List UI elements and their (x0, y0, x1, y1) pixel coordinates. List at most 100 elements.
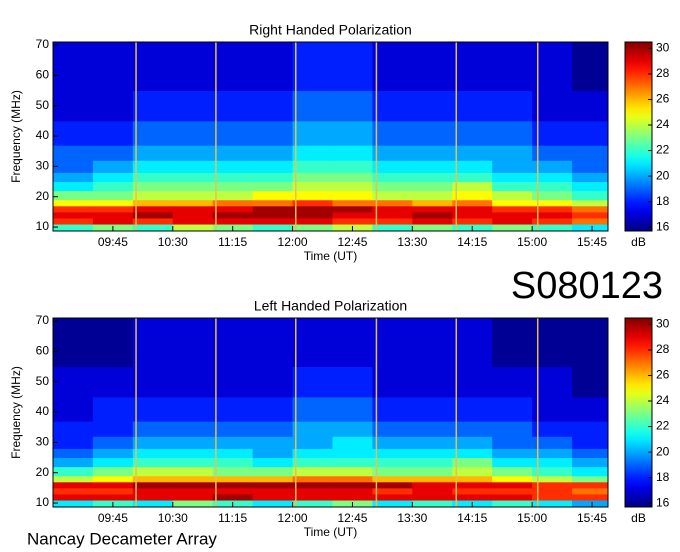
heatmap-cell (452, 42, 493, 92)
heatmap-cell (292, 181, 333, 192)
heatmap-cell (92, 211, 134, 219)
heatmap-cell (412, 160, 453, 173)
heatmap-cell (452, 493, 493, 501)
heatmap-cell (532, 436, 573, 449)
heatmap-cell (212, 396, 254, 422)
heatmap-cell (532, 205, 573, 213)
colorbar-tick-label: 16 (656, 219, 670, 233)
heatmap-cell (53, 318, 94, 368)
heatmap-cell (252, 396, 294, 422)
heatmap-cell (212, 487, 254, 495)
y-tick-label: 20 (36, 465, 50, 479)
heatmap-cell (252, 90, 294, 122)
heatmap-cell (292, 457, 333, 468)
heatmap-cell (132, 217, 174, 225)
heatmap-cell (492, 217, 533, 225)
colorbar-label: dB (631, 235, 646, 249)
heatmap-cell (292, 224, 333, 232)
heatmap-cell (452, 457, 493, 468)
heatmap-cell (572, 448, 609, 459)
heatmap-cell (572, 436, 609, 449)
heatmap-cell (412, 199, 453, 207)
x-tick-label: 10:30 (158, 511, 188, 525)
heatmap-cell (572, 224, 609, 232)
heatmap-cell (372, 500, 413, 508)
heatmap-cell (572, 90, 609, 122)
heatmap-cell (492, 500, 533, 508)
heatmap-cell (532, 475, 573, 483)
x-tick-label: 14:15 (457, 235, 487, 249)
heatmap-cell (292, 500, 333, 508)
heatmap-cell (452, 366, 493, 398)
x-tick-label: 11:15 (218, 511, 247, 525)
y-tick-label: 30 (36, 159, 50, 173)
heatmap-cell (572, 199, 609, 207)
heatmap-cell (452, 487, 493, 495)
heatmap-cell (172, 436, 214, 449)
heatmap-cell (572, 211, 609, 219)
heatmap-cell (452, 120, 493, 146)
heatmap-cell (372, 366, 413, 398)
heatmap-cell (372, 224, 413, 232)
colorbar-tick-label: 22 (656, 143, 670, 157)
heatmap-cell (92, 396, 134, 422)
heatmap-cell (412, 190, 453, 201)
heatmap-cell (492, 436, 533, 449)
heatmap-cell (172, 366, 214, 398)
heatmap-cell (332, 181, 373, 192)
y-tick-label: 70 (36, 313, 50, 327)
heatmap-cell (132, 396, 174, 422)
heatmap-cell (212, 436, 254, 449)
heatmap-cell (332, 457, 373, 468)
heatmap-cell (492, 481, 533, 489)
heatmap-cell (492, 145, 533, 161)
heatmap-cell (372, 396, 413, 422)
heatmap-cell (53, 500, 94, 508)
heatmap-cell (172, 160, 214, 173)
heatmap-cell (372, 211, 413, 219)
heatmap-cell (412, 366, 453, 398)
y-tick-label: 30 (36, 435, 50, 449)
heatmap-cell (252, 224, 294, 232)
heatmap-cell (53, 199, 94, 207)
heatmap-cell (372, 181, 413, 192)
heatmap-cell (292, 217, 333, 225)
heatmap-cell (372, 120, 413, 146)
heatmap-cell (372, 475, 413, 483)
heatmap-cell (132, 436, 174, 449)
y-tick-label: 40 (36, 404, 50, 418)
x-tick-label: 10:30 (158, 235, 188, 249)
heatmap-cell (452, 421, 493, 437)
heatmap-cell (412, 448, 453, 459)
heatmap-cell (92, 436, 134, 449)
x-tick-label: 09:45 (98, 235, 128, 249)
station-label: Nancay Decameter Array (27, 529, 217, 548)
heatmap-cell (492, 448, 533, 459)
heatmap-cell (92, 366, 134, 398)
heatmap-cell (532, 90, 573, 122)
x-tick-label: 13:30 (397, 511, 427, 525)
heatmap-cell (532, 160, 573, 173)
heatmap-cell (92, 457, 134, 468)
heatmap-cell (53, 120, 94, 146)
heatmap-cell (132, 42, 174, 92)
heatmap-cell (332, 481, 373, 489)
heatmap-cell (332, 448, 373, 459)
heatmap-cell (532, 396, 573, 422)
heatmap-cell (412, 475, 453, 483)
heatmap-cell (252, 160, 294, 173)
heatmap-cell (412, 224, 453, 232)
colorbar-label: dB (631, 511, 646, 525)
x-tick-label: 12:00 (278, 235, 308, 249)
heatmap-cell (372, 145, 413, 161)
heatmap-cell (53, 366, 94, 398)
heatmap-cell (532, 457, 573, 468)
heatmap-cell (212, 172, 254, 183)
heatmap-cell (492, 466, 533, 477)
heatmap-cell (252, 145, 294, 161)
heatmap-cell (292, 466, 333, 477)
heatmap-cell (532, 487, 573, 495)
heatmap-cell (132, 366, 174, 398)
heatmap-cell (412, 217, 453, 225)
heatmap-cell (532, 181, 573, 192)
